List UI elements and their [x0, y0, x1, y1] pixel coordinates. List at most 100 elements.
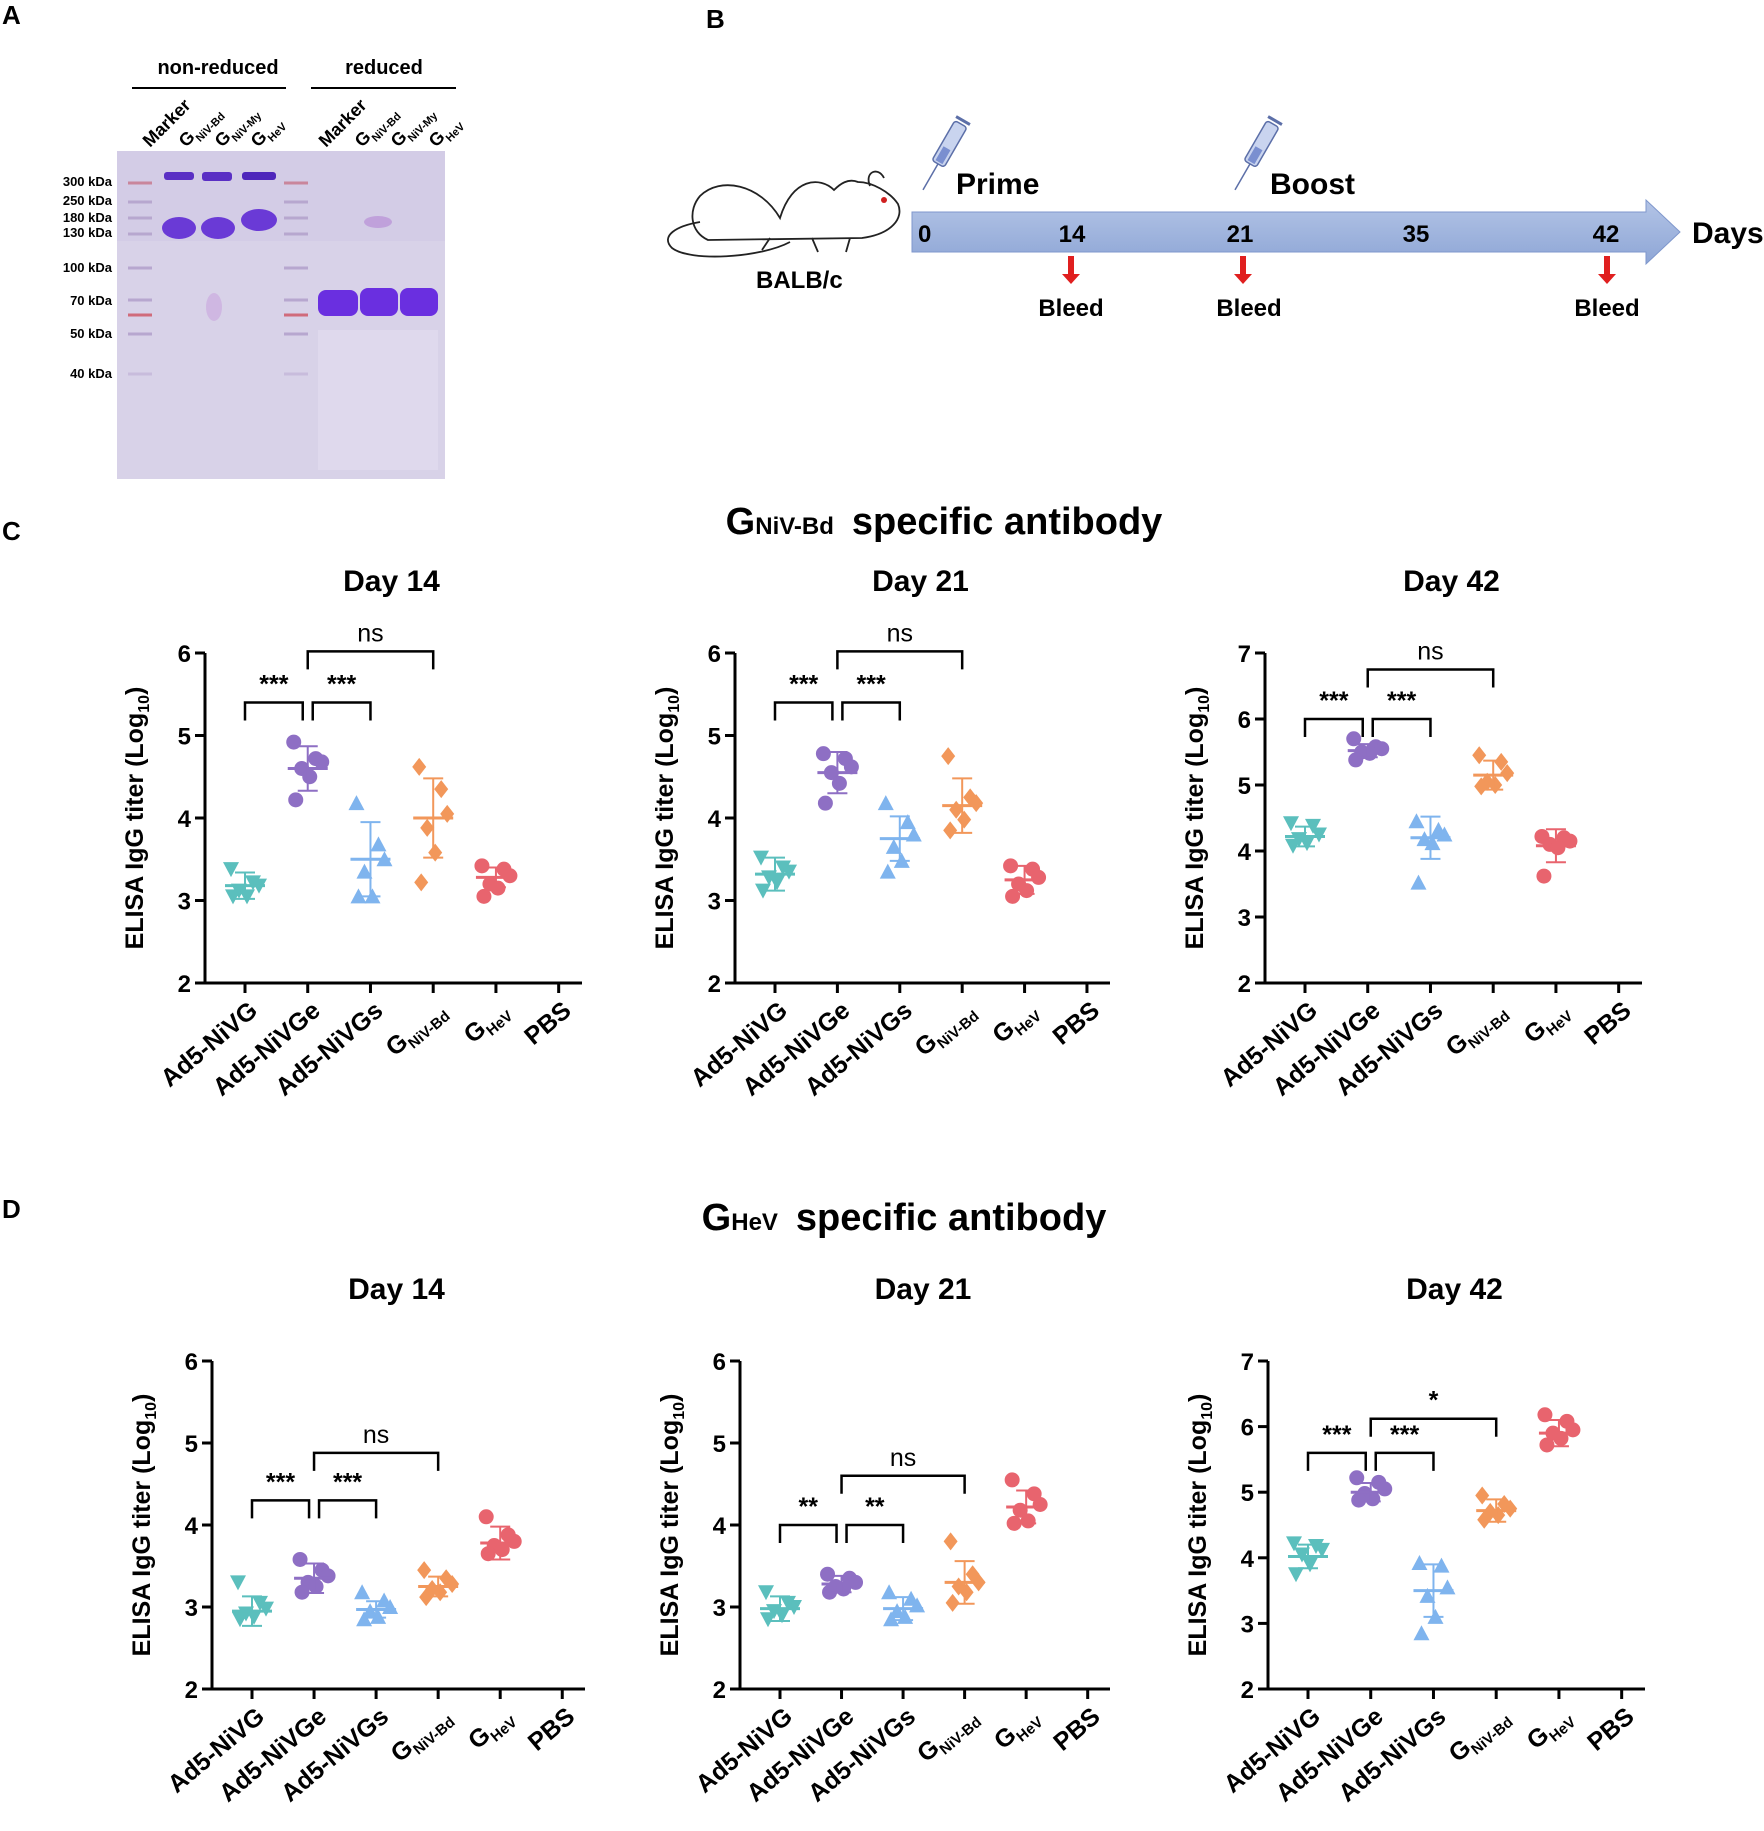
y-axis-label: ELISA IgG titer (Log10)	[128, 1394, 160, 1657]
significance-bracket: ns	[1366, 638, 1495, 688]
data-point	[288, 792, 304, 808]
marker-label: 180 kDa	[63, 210, 113, 225]
marker-label: 100 kDa	[63, 260, 113, 275]
mouse-strain-label: BALB/c	[756, 267, 843, 294]
data-point	[476, 888, 492, 904]
marker-label: 250 kDa	[63, 193, 113, 208]
bracket-line	[250, 1499, 311, 1519]
data-point	[1537, 1407, 1553, 1423]
series-ghev	[1537, 1407, 1581, 1453]
chart-title: Day 42	[1406, 1273, 1503, 1306]
marker-label: 70 kDa	[70, 293, 113, 308]
bleed-label: Bleed	[1574, 295, 1639, 322]
timeline-panel: BALB/c Days 0 14 21 35 42 Prime Boost	[667, 115, 1764, 322]
data-point	[1286, 1536, 1302, 1552]
data-point	[1032, 1497, 1048, 1512]
y-tick-label: 4	[1241, 1546, 1255, 1573]
y-tick-label: 5	[178, 724, 191, 751]
series-ad5-nivge	[820, 1566, 864, 1600]
significance-label: ***	[1387, 687, 1416, 715]
significance-bracket: ns	[312, 1421, 440, 1471]
series-ghev	[1004, 1472, 1048, 1531]
data-point	[1348, 752, 1364, 768]
section-c-title: GNiV-Bd specific antibody	[726, 501, 1163, 543]
y-axis-label: ELISA IgG titer (Log10)	[656, 1394, 688, 1657]
data-point	[370, 836, 387, 852]
day-tick: 14	[1059, 221, 1086, 248]
day-tick: 35	[1403, 221, 1430, 248]
data-point	[899, 814, 916, 830]
y-tick-label: 2	[178, 971, 191, 998]
chart-title: Day 14	[343, 565, 440, 598]
x-tick-label: GHeV	[989, 1702, 1047, 1758]
y-tick-label: 4	[178, 806, 192, 833]
data-point	[1314, 1542, 1330, 1558]
day-tick: 0	[918, 221, 931, 248]
data-point	[292, 1551, 308, 1567]
y-tick-label: 5	[708, 724, 721, 751]
syringe-icon	[1234, 115, 1283, 191]
data-point	[877, 795, 894, 811]
data-point	[881, 1584, 898, 1600]
data-point	[1349, 1470, 1365, 1486]
bracket-line	[311, 701, 372, 721]
series-ad5-nivgs	[1408, 813, 1453, 890]
data-point	[781, 864, 797, 880]
data-point	[1474, 777, 1489, 796]
data-point	[817, 795, 833, 811]
x-tick-label: GHeV	[987, 1008, 1045, 1049]
series-ad5-nivge	[1346, 731, 1390, 768]
significance-label: ns	[1417, 638, 1443, 666]
series-ad5-nivgs	[354, 1584, 399, 1627]
boost-label: Boost	[1270, 168, 1355, 201]
data-point	[1351, 1492, 1367, 1508]
significance-label: **	[865, 1493, 885, 1521]
series-ghev	[478, 1509, 522, 1562]
series-ad5-nivg	[230, 1575, 274, 1628]
data-point	[957, 810, 972, 829]
y-tick-label: 5	[1238, 773, 1251, 800]
series-ad5-nivge	[815, 746, 859, 811]
data-point	[945, 1593, 960, 1612]
significance-label: ***	[856, 671, 885, 699]
data-point	[412, 757, 427, 776]
x-tick-text: GNiV-Bd	[385, 1702, 458, 1771]
x-tick-text: PBS	[1579, 996, 1636, 1050]
mouse-icon	[667, 170, 901, 258]
significance-bracket: ***	[773, 671, 834, 721]
significance-label: **	[799, 1493, 819, 1521]
timeline-arrow	[911, 198, 1681, 266]
bracket-line	[836, 650, 964, 670]
x-tick-label: GNiV-Bd	[380, 1008, 453, 1062]
data-point	[294, 1584, 310, 1600]
data-point	[506, 1533, 522, 1549]
x-tick-text: PBS	[519, 996, 576, 1050]
x-tick-text: GHeV	[989, 1702, 1047, 1758]
x-tick-text: GNiV-Bd	[909, 996, 982, 1065]
series-ad5-nivgs	[348, 795, 393, 904]
data-point	[879, 863, 896, 879]
gel-header-reduced: reduced	[345, 57, 423, 79]
data-point	[474, 858, 490, 874]
significance-label: ns	[357, 619, 383, 647]
bracket-line	[840, 1474, 966, 1494]
data-point	[1005, 888, 1021, 904]
gel-bands-nonreduced	[162, 172, 277, 321]
data-point	[308, 1579, 324, 1594]
data-point	[494, 1542, 510, 1558]
x-tick-text: GNiV-Bd	[1443, 1702, 1516, 1771]
significance-label: ns	[363, 1421, 389, 1449]
y-tick-label: 7	[1238, 641, 1251, 668]
marker-label: 300 kDa	[63, 174, 113, 189]
marker-label: 40 kDa	[70, 366, 113, 381]
data-point	[774, 1608, 790, 1624]
data-point	[883, 1611, 900, 1627]
data-point	[414, 873, 429, 892]
bracket-line	[1303, 717, 1364, 737]
bracket-line	[1306, 1451, 1367, 1471]
panel-label-c: C	[2, 516, 21, 546]
data-point	[843, 759, 859, 775]
data-point	[350, 888, 367, 904]
x-tick-label: GNiV-Bd	[1443, 1702, 1516, 1771]
x-tick-text: GNiV-Bd	[1440, 996, 1513, 1065]
